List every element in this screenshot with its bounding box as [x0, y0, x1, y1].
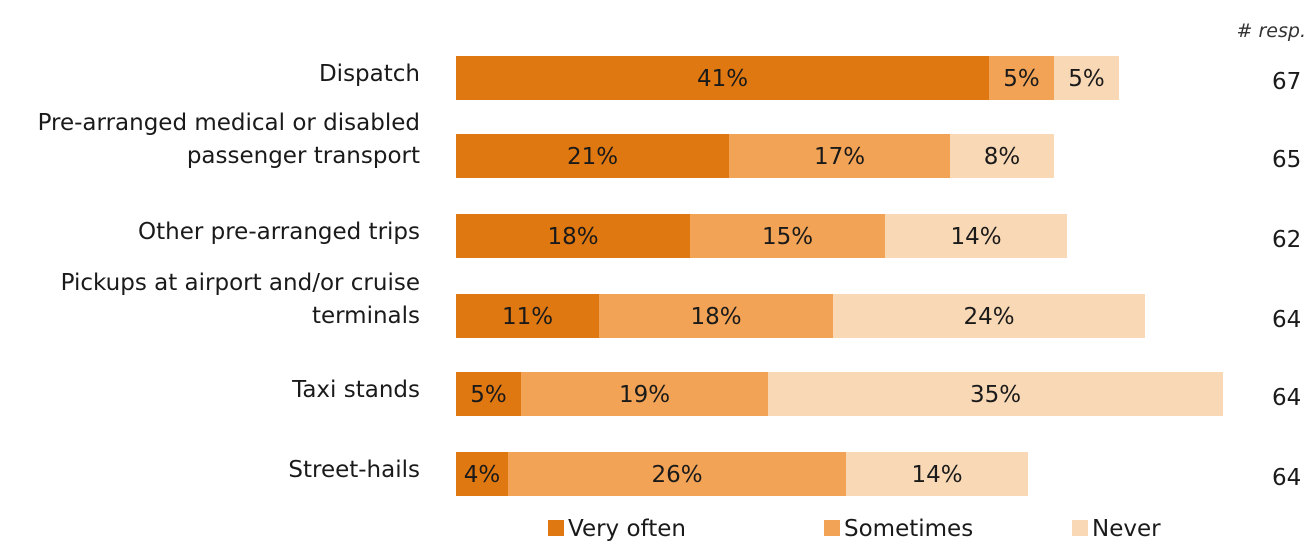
bar-segment [456, 452, 508, 496]
category-label-line: Street-hails [288, 457, 420, 483]
data-label: 18% [690, 304, 741, 330]
bar-segment [1054, 56, 1119, 100]
responses-header: # resp. [1237, 20, 1306, 42]
response-count: 65 [1272, 147, 1301, 173]
data-label: 19% [619, 382, 670, 408]
bar-segment [456, 214, 690, 258]
data-label: 14% [950, 224, 1001, 250]
category-label-line: terminals [312, 303, 420, 329]
data-label: 5% [1003, 66, 1040, 92]
category-label: Dispatch [319, 61, 420, 87]
category-label-line: Pre-arranged medical or disabled [38, 110, 420, 136]
bar-segment [456, 372, 521, 416]
bar-segment [456, 56, 989, 100]
data-label: 14% [911, 462, 962, 488]
category-label-line: Taxi stands [291, 377, 420, 403]
response-count: 64 [1272, 385, 1301, 411]
data-label: 8% [984, 144, 1021, 170]
data-label: 35% [970, 382, 1021, 408]
legend: Very often Sometimes Never [548, 516, 1161, 542]
data-label: 15% [762, 224, 813, 250]
category-label: Pickups at airport and/or cruise terminal… [61, 270, 420, 329]
bar-segment [456, 294, 599, 338]
response-count: 62 [1272, 227, 1301, 253]
category-label-line: Other pre-arranged trips [138, 219, 420, 245]
bar-segment [989, 56, 1054, 100]
bar-segment [950, 134, 1054, 178]
category-label-line: passenger transport [187, 143, 420, 169]
bar-segment [599, 294, 833, 338]
segment-labels: 41% 5% 5% 21% 17% 8% 18% 15% 14% 11% 18% 24% 5% 19% 35… [464, 66, 1105, 488]
response-count: 67 [1272, 69, 1301, 95]
category-label-line: Dispatch [319, 61, 420, 87]
bars [456, 56, 1223, 496]
legend-swatch [824, 520, 840, 536]
data-label: 11% [502, 304, 553, 330]
bar-segment [508, 452, 846, 496]
data-label: 18% [547, 224, 598, 250]
bar-segment [833, 294, 1145, 338]
response-count: 64 [1272, 465, 1301, 491]
legend-swatch [1072, 520, 1088, 536]
category-label: Street-hails [288, 457, 420, 483]
category-label: Other pre-arranged trips [138, 219, 420, 245]
data-label: 17% [814, 144, 865, 170]
response-counts: 67 65 62 64 64 64 [1272, 69, 1301, 491]
category-label-line: Pickups at airport and/or cruise [61, 270, 420, 296]
bar-segment [521, 372, 768, 416]
data-label: 21% [567, 144, 618, 170]
data-label: 26% [651, 462, 702, 488]
data-label: 5% [470, 382, 507, 408]
response-count: 64 [1272, 307, 1301, 333]
category-labels: Dispatch Pre-arranged medical or disabled… [38, 61, 420, 483]
bar-segment [729, 134, 950, 178]
data-label: 5% [1068, 66, 1105, 92]
data-label: 4% [464, 462, 501, 488]
data-label: 24% [963, 304, 1014, 330]
legend-swatch [548, 520, 564, 536]
legend-label: Sometimes [844, 516, 973, 542]
legend-label: Never [1092, 516, 1161, 542]
category-label: Taxi stands [291, 377, 420, 403]
bar-segment [456, 134, 729, 178]
bar-segment [768, 372, 1223, 416]
data-label: 41% [697, 66, 748, 92]
bar-segment [885, 214, 1067, 258]
legend-label: Very often [568, 516, 686, 542]
bar-segment [690, 214, 885, 258]
bar-segment [846, 452, 1028, 496]
category-label: Pre-arranged medical or disabled passenge… [38, 110, 420, 169]
